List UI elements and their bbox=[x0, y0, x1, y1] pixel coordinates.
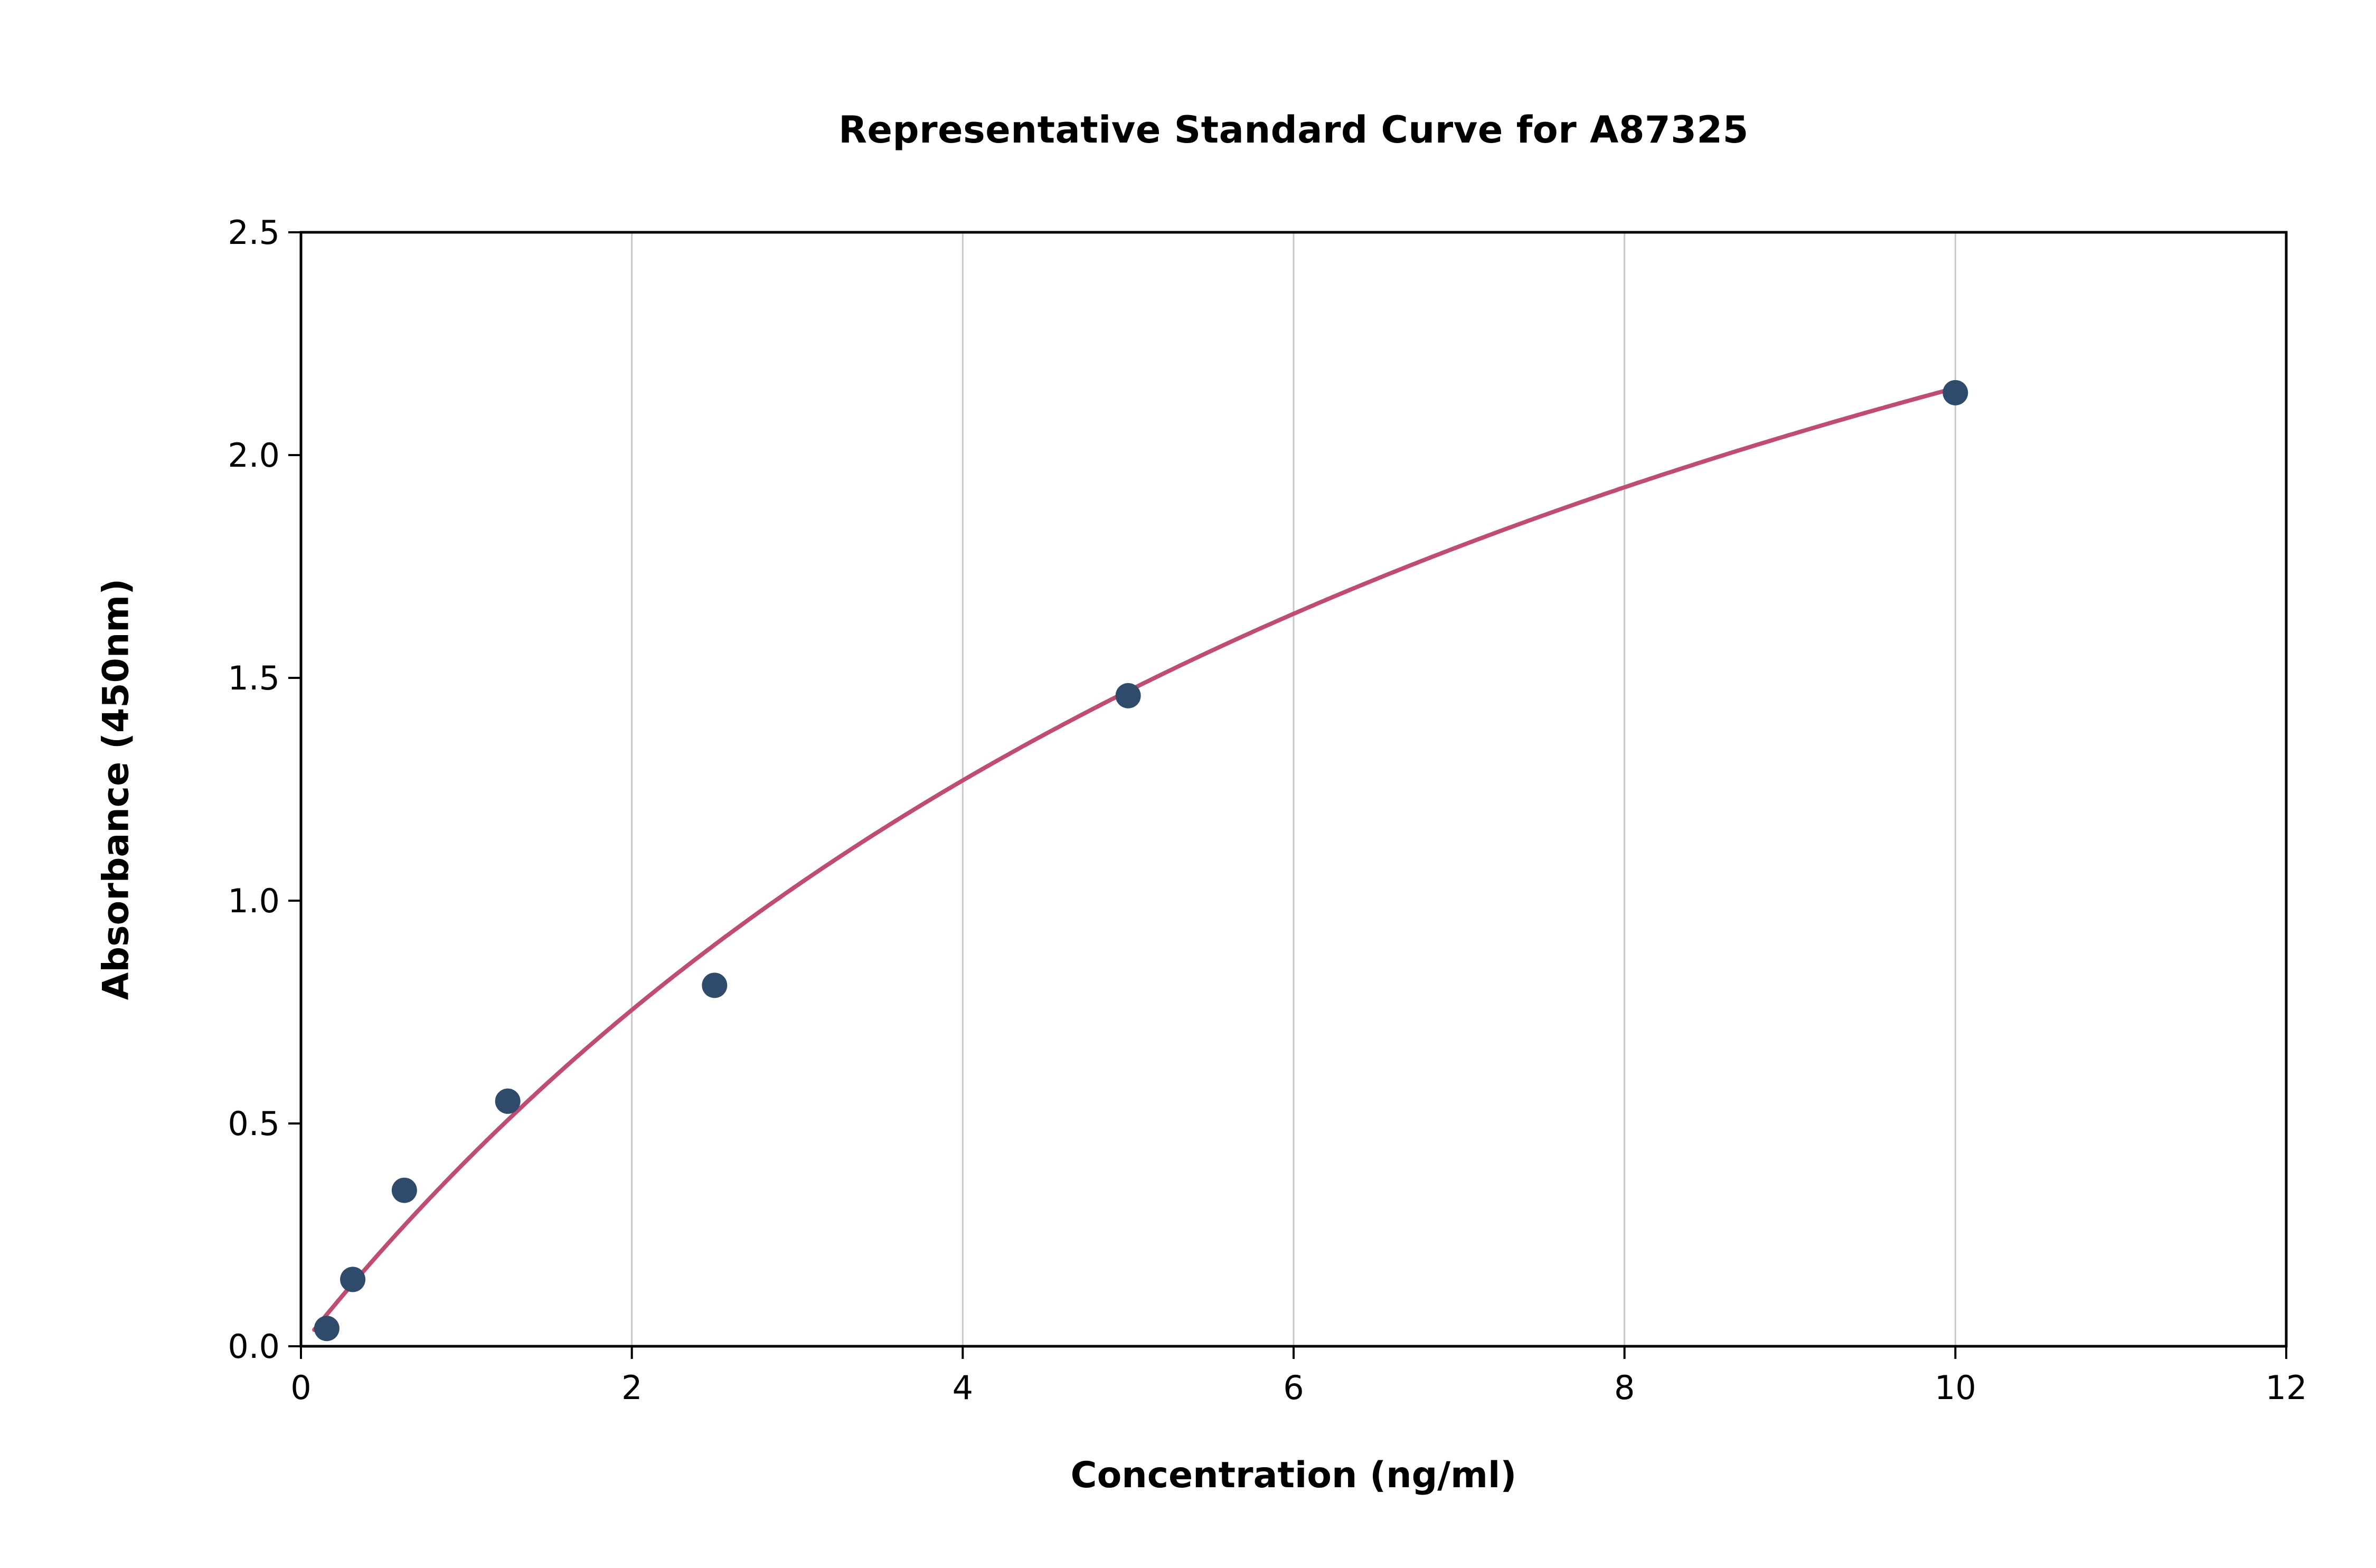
y-axis-label: Absorbance (450nm) bbox=[95, 578, 137, 1000]
data-point-2 bbox=[391, 1177, 417, 1203]
data-point-0 bbox=[314, 1316, 340, 1342]
y-tick-label-2: 2.0 bbox=[228, 436, 280, 475]
data-point-4 bbox=[702, 972, 728, 998]
x-tick-label-8: 8 bbox=[1614, 1368, 1635, 1407]
y-tick-label-0.5: 0.5 bbox=[228, 1104, 280, 1143]
x-tick-label-6: 6 bbox=[1283, 1368, 1304, 1407]
y-tick-label-1.5: 1.5 bbox=[228, 659, 280, 697]
y-tick-label-1: 1.0 bbox=[228, 882, 280, 920]
x-axis-label: Concentration (ng/ml) bbox=[1070, 1454, 1517, 1496]
data-point-6 bbox=[1943, 380, 1968, 405]
data-point-1 bbox=[340, 1267, 366, 1292]
chart-title: Representative Standard Curve for A87325 bbox=[838, 108, 1749, 152]
x-tick-label-0: 0 bbox=[290, 1368, 311, 1407]
data-point-3 bbox=[495, 1088, 521, 1114]
fit-curve bbox=[312, 385, 1958, 1332]
x-tick-label-12: 12 bbox=[2266, 1368, 2307, 1407]
data-point-5 bbox=[1115, 683, 1141, 709]
y-tick-label-0: 0.0 bbox=[228, 1327, 280, 1366]
x-tick-label-10: 10 bbox=[1935, 1368, 1976, 1407]
x-tick-label-4: 4 bbox=[953, 1368, 973, 1407]
x-tick-label-2: 2 bbox=[621, 1368, 642, 1407]
y-tick-label-2.5: 2.5 bbox=[228, 213, 280, 252]
